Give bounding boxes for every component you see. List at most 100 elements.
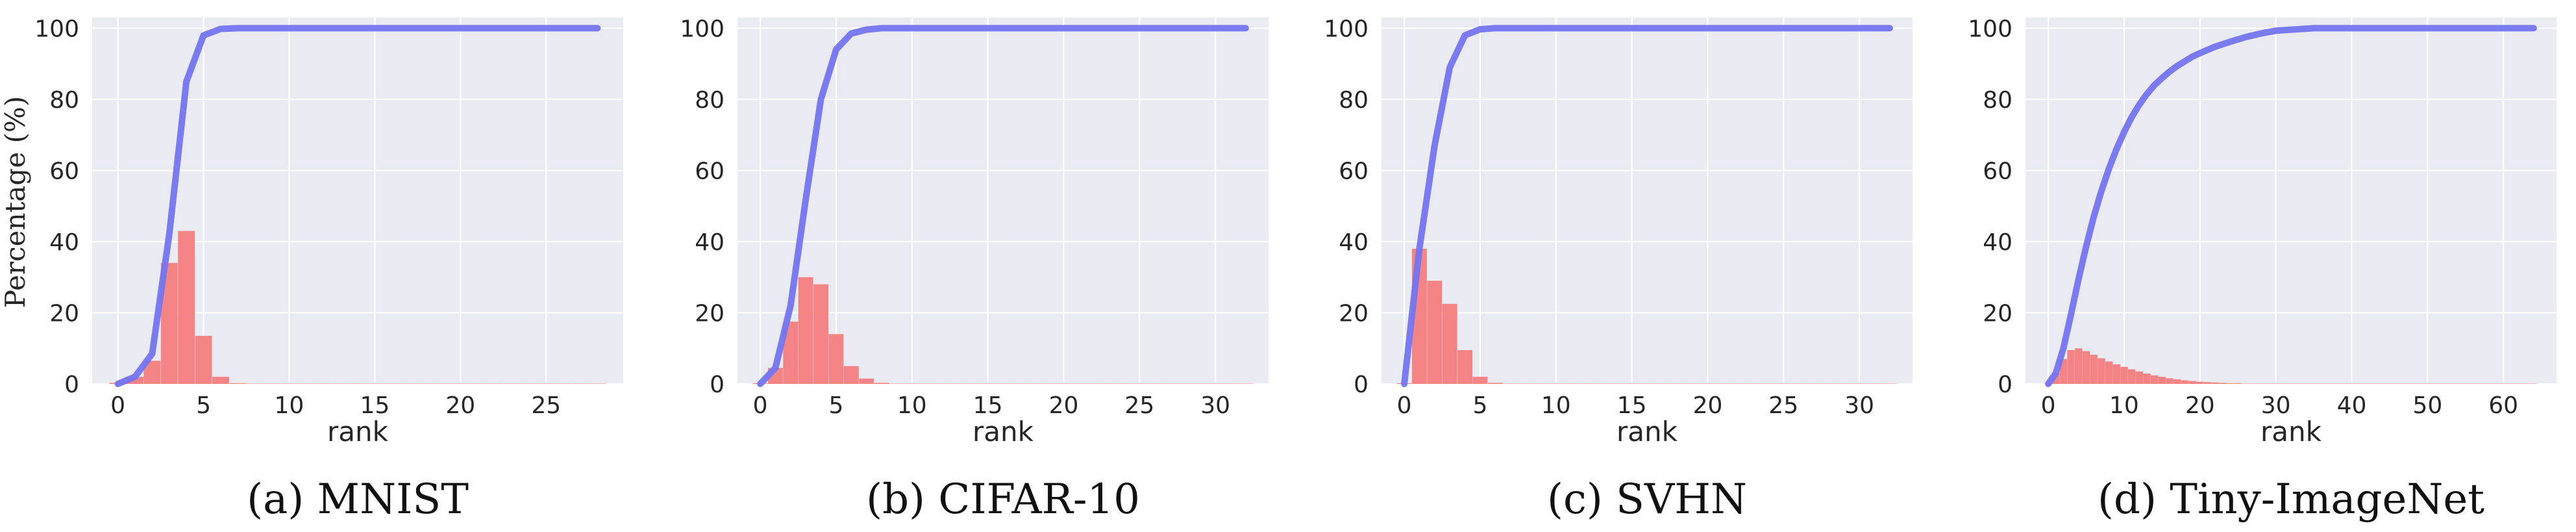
histogram-bar (1685, 383, 1700, 384)
histogram-bar (2340, 383, 2348, 384)
histogram-bar (1746, 383, 1761, 384)
histogram-bar (1579, 383, 1594, 384)
x-tick-label: 25 (1124, 392, 1154, 419)
y-tick-label: 0 (710, 372, 724, 398)
histogram-bar (1624, 383, 1640, 384)
chart-panel: 0 20 40 60 80 100 0 5 10 15 20 25 rank (a) MNIST (34, 16, 623, 524)
histogram-bar (2514, 383, 2523, 384)
y-tick-label: 100 (680, 16, 724, 42)
histogram-bar (435, 383, 452, 384)
y-tick-label: 40 (49, 229, 79, 256)
histogram-bar (2378, 383, 2386, 384)
histogram-bar (1487, 383, 1503, 384)
histogram-bar (554, 383, 572, 384)
histogram-bar (1102, 383, 1117, 384)
cumulative-line (114, 25, 601, 387)
histogram-bar (1238, 383, 1254, 384)
histogram-bar (2166, 378, 2174, 384)
x-tick-label: 40 (2337, 392, 2367, 419)
histogram-bar (2446, 383, 2455, 384)
x-tick-label: 25 (531, 392, 561, 419)
x-tick-label: 20 (1049, 392, 1079, 419)
cumulative-line (1401, 25, 1893, 387)
histogram-bar (2112, 364, 2120, 384)
histogram-bar (2075, 348, 2083, 384)
histogram-bar (503, 383, 521, 384)
y-tick-label: 20 (695, 300, 724, 327)
x-axis-label: rank (1616, 416, 1678, 448)
x-axis-label: rank (972, 416, 1034, 448)
histogram-bar (229, 383, 247, 384)
histogram-bar (843, 366, 859, 384)
histogram-bar (2181, 380, 2189, 384)
histogram-bar (2454, 383, 2462, 384)
histogram-bar (813, 284, 828, 384)
histogram-bar (2347, 383, 2356, 384)
histogram-bar (2196, 381, 2204, 384)
histogram-bar (538, 383, 555, 384)
chart-panel: 0 20 40 60 80 100 0 5 10 15 20 25 30 rank (c) SVHN (1324, 16, 1913, 524)
histogram-bar (1056, 383, 1071, 384)
histogram-bar (2499, 383, 2507, 384)
histogram-bar (349, 383, 366, 384)
x-tick-label: 5 (196, 392, 211, 419)
y-tick-label: 80 (1983, 87, 2012, 114)
histogram-bar (401, 383, 418, 384)
histogram-bar (2462, 383, 2470, 384)
histogram-bar (417, 383, 435, 384)
y-tick-label: 40 (1339, 229, 1368, 256)
histogram-bar (2158, 377, 2166, 384)
x-tick-label: 5 (828, 392, 843, 419)
x-tick-label: 30 (1844, 392, 1874, 419)
histogram-bar (904, 383, 920, 384)
histogram-bar (1041, 383, 1056, 384)
histogram-bar (1548, 383, 1564, 384)
histogram-bar (1700, 383, 1715, 384)
histogram-bar (2188, 381, 2196, 384)
histogram-bar (297, 383, 315, 384)
chart-panel: 0 20 40 60 80 100 0 10 20 30 40 50 60 rank (d) Tiny-Im… (1968, 16, 2557, 524)
histogram-bar (2393, 383, 2401, 384)
histogram-bar (1117, 383, 1132, 384)
histogram-bar (1427, 281, 1443, 384)
histogram-bar (1010, 383, 1026, 384)
x-tick-label: 5 (1472, 392, 1487, 419)
histogram-bar (2059, 359, 2068, 384)
histogram-bar (572, 383, 589, 384)
histogram-bar (1442, 303, 1457, 384)
histogram-bar (1639, 383, 1655, 384)
histogram-bar (919, 383, 935, 384)
histogram-bar (2507, 383, 2515, 384)
histogram-bar (2484, 383, 2492, 384)
histogram-bar (469, 383, 486, 384)
histogram-bar (2363, 383, 2371, 384)
histogram-bar (1882, 383, 1898, 384)
histogram-bar (1132, 383, 1147, 384)
histogram-bar (1715, 383, 1731, 384)
histogram-bar (2098, 358, 2105, 384)
histogram-bar (2386, 383, 2394, 384)
histogram-bar (2090, 355, 2098, 384)
histogram-bar (965, 383, 980, 384)
histogram-bar (2219, 383, 2227, 384)
histogram-bar (2226, 383, 2235, 384)
histogram-bar (2287, 383, 2295, 384)
cumulative-line (2045, 25, 2537, 387)
y-tick-label: 0 (1998, 372, 2012, 398)
x-tick-label: 15 (360, 392, 390, 419)
histogram-bar (1178, 383, 1193, 384)
histogram-bar (2431, 383, 2439, 384)
histogram-bar (2143, 374, 2151, 384)
histogram-bar (246, 383, 264, 384)
histogram-bar (332, 383, 349, 384)
x-tick-label: 25 (1768, 392, 1798, 419)
histogram-bar (1208, 383, 1223, 384)
histogram-bar (1472, 377, 1488, 384)
x-tick-label: 10 (275, 392, 304, 419)
histogram-bar (1852, 383, 1867, 384)
histogram-bar (1518, 383, 1533, 384)
x-tick-label: 0 (2041, 392, 2056, 419)
histogram-bar (2272, 383, 2280, 384)
histogram-bar (2234, 383, 2242, 384)
histogram-bar (2401, 383, 2409, 384)
